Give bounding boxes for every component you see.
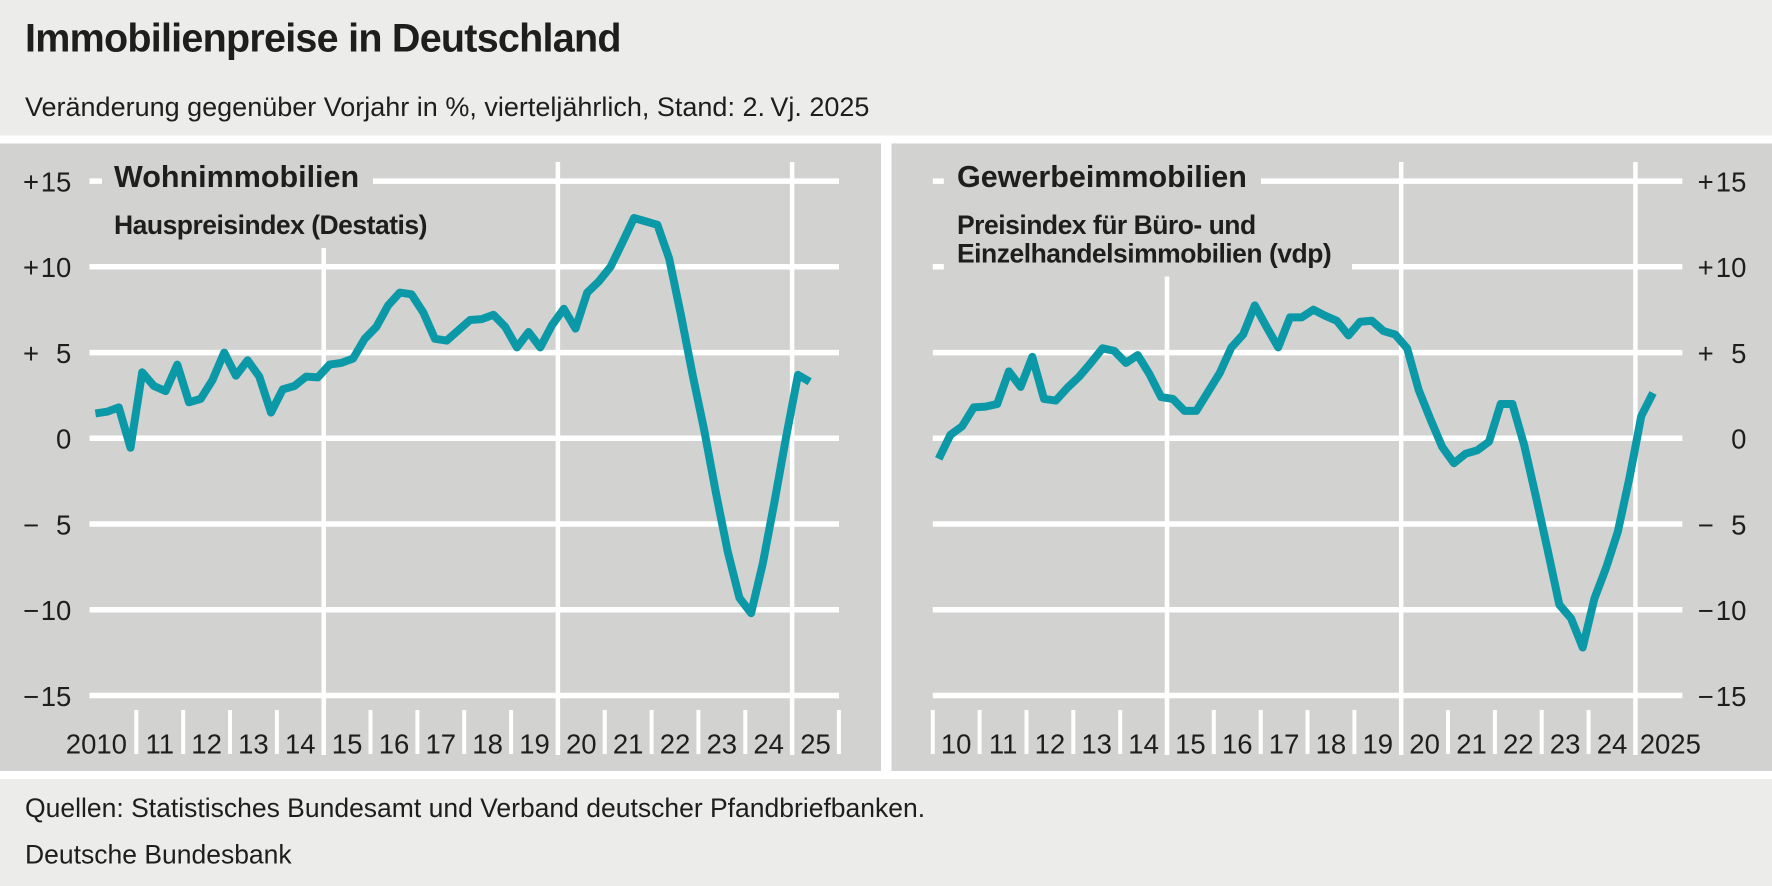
svg-text:22: 22: [660, 729, 691, 760]
svg-text:Quellen: Statistisches Bundesa: Quellen: Statistisches Bundesamt und Ver…: [25, 793, 925, 823]
svg-text:+: +: [23, 166, 39, 197]
svg-text:5: 5: [1731, 509, 1746, 540]
svg-text:20: 20: [1409, 729, 1440, 760]
svg-text:−: −: [23, 595, 39, 626]
svg-text:10: 10: [941, 729, 972, 760]
svg-text:22: 22: [1503, 729, 1534, 760]
svg-text:−: −: [23, 681, 39, 712]
svg-text:18: 18: [1316, 729, 1347, 760]
svg-text:10: 10: [1716, 595, 1747, 626]
svg-text:25: 25: [800, 729, 831, 760]
svg-text:Wohnimmobilien: Wohnimmobilien: [114, 160, 359, 194]
svg-text:19: 19: [519, 729, 550, 760]
svg-text:Preisindex für Büro- und: Preisindex für Büro- und: [957, 210, 1256, 240]
svg-text:13: 13: [1081, 729, 1112, 760]
svg-text:15: 15: [332, 729, 363, 760]
svg-text:21: 21: [1456, 729, 1487, 760]
svg-text:−: −: [23, 509, 39, 540]
svg-text:Gewerbeimmobilien: Gewerbeimmobilien: [957, 160, 1247, 194]
svg-text:15: 15: [1716, 681, 1747, 712]
svg-text:0: 0: [56, 424, 71, 455]
svg-text:17: 17: [426, 729, 457, 760]
svg-text:15: 15: [41, 166, 72, 197]
svg-text:14: 14: [1128, 729, 1159, 760]
svg-text:Immobilienpreise in Deutschlan: Immobilienpreise in Deutschland: [25, 17, 621, 61]
svg-text:10: 10: [1716, 252, 1747, 283]
svg-text:+: +: [23, 338, 39, 369]
svg-text:14: 14: [285, 729, 316, 760]
svg-text:11: 11: [989, 729, 1018, 760]
svg-text:12: 12: [1035, 729, 1066, 760]
svg-text:21: 21: [613, 729, 644, 760]
svg-text:+: +: [1698, 166, 1714, 197]
svg-text:23: 23: [707, 729, 738, 760]
svg-text:16: 16: [379, 729, 410, 760]
svg-text:12: 12: [191, 729, 222, 760]
svg-text:2010: 2010: [66, 729, 127, 760]
svg-text:19: 19: [1363, 729, 1394, 760]
svg-text:18: 18: [472, 729, 503, 760]
svg-text:15: 15: [1716, 166, 1747, 197]
svg-text:20: 20: [566, 729, 597, 760]
svg-text:Deutsche Bundesbank: Deutsche Bundesbank: [25, 840, 292, 870]
svg-text:+: +: [1698, 252, 1714, 283]
svg-text:−: −: [1698, 595, 1714, 626]
svg-text:Einzelhandelsimmobilien (vdp): Einzelhandelsimmobilien (vdp): [957, 239, 1331, 269]
svg-text:5: 5: [56, 338, 71, 369]
svg-text:11: 11: [146, 729, 175, 760]
svg-text:23: 23: [1550, 729, 1581, 760]
svg-text:17: 17: [1269, 729, 1300, 760]
svg-text:−: −: [1698, 681, 1714, 712]
svg-text:24: 24: [1597, 729, 1628, 760]
svg-text:15: 15: [41, 681, 72, 712]
svg-text:−: −: [1698, 509, 1714, 540]
svg-text:+: +: [1698, 338, 1714, 369]
svg-text:Veränderung gegenüber Vorjahr: Veränderung gegenüber Vorjahr in %, vier…: [25, 92, 869, 122]
svg-text:10: 10: [41, 595, 72, 626]
svg-text:16: 16: [1222, 729, 1253, 760]
svg-text:15: 15: [1175, 729, 1206, 760]
svg-text:2025: 2025: [1640, 729, 1701, 760]
svg-text:13: 13: [238, 729, 269, 760]
svg-text:Hauspreisindex (Destatis): Hauspreisindex (Destatis): [114, 210, 427, 240]
svg-text:5: 5: [56, 509, 71, 540]
svg-text:5: 5: [1731, 338, 1746, 369]
svg-text:10: 10: [41, 252, 72, 283]
svg-text:0: 0: [1731, 424, 1746, 455]
svg-text:+: +: [23, 252, 39, 283]
svg-text:24: 24: [753, 729, 784, 760]
